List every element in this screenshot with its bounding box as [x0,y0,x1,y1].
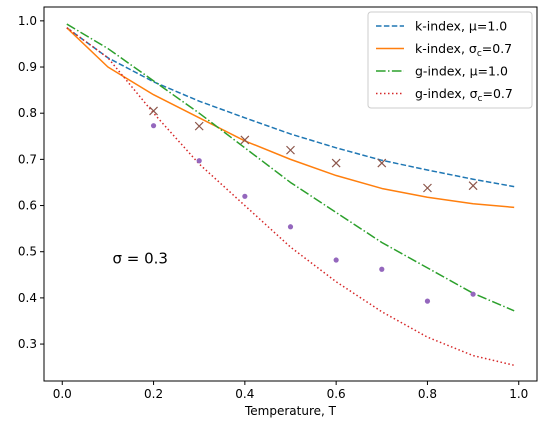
x-tick-label: 0.4 [235,387,254,401]
sigma-annotation: σ = 0.3 [112,250,167,268]
y-tick-label: 0.7 [18,152,37,166]
dot-marker-point [424,298,431,304]
dot-marker-point [242,193,248,199]
plot-frame [43,6,538,382]
dot-marker-point [150,123,157,129]
x-marker-point [194,121,204,131]
dot-marker-point [287,224,294,230]
legend-box [367,11,533,109]
dot-marker-point [333,257,339,263]
series-line-2 [66,27,515,209]
y-tick-label: 0.6 [18,199,37,213]
y-tick-label: 0.8 [18,106,37,120]
y-tick-label: 0.4 [18,291,37,305]
dot-marker-point [470,291,476,297]
x-marker-point [468,181,478,191]
y-axis: 0.3 0.4 0.5 0.6 0.7 0.8 0.9 1.0 [18,14,44,351]
x-marker-point [149,106,158,116]
legend-label: k-index, μ=1.0 [415,19,507,34]
x-tick-label: 0.0 [53,387,72,401]
legend-label: g-index, μ=1.0 [415,64,508,79]
y-tick-label: 0.5 [18,245,37,259]
x-tick-label: 0.6 [327,387,346,401]
x-tick-label: 0.8 [418,387,437,401]
x-axis: 0.0 0.2 0.4 0.6 0.8 1.0 [53,381,528,401]
series-line-1 [66,27,515,188]
legend-label: k-index, σc=0.7 [415,41,512,59]
x-marker-point [240,135,250,145]
x-marker-point [423,183,432,193]
series-layer [66,23,515,367]
x-marker-point [377,158,387,168]
axes-layer: 0.0 0.2 0.4 0.6 0.8 1.0 0.3 0.4 0.5 0.6 0.7 0.8 0.9… [18,6,538,418]
y-tick-label: 1.0 [18,14,37,28]
x-tick-label: 1.0 [509,387,528,401]
x-axis-label: Temperature, T [244,404,337,418]
series-line-3 [66,23,515,312]
x-marker-point [331,158,341,168]
legend-label: g-index, σc=0.7 [415,86,513,104]
scatter-layer [149,106,478,304]
legend: k-index, μ=1.0 k-index, σc=0.7 g-index, μ=… [367,11,533,109]
y-tick-label: 0.3 [18,337,37,351]
x-marker-point [286,145,295,155]
dot-marker-point [379,266,385,272]
y-tick-label: 0.9 [18,60,37,74]
dot-marker-point [196,158,202,164]
x-tick-label: 0.2 [144,387,163,401]
